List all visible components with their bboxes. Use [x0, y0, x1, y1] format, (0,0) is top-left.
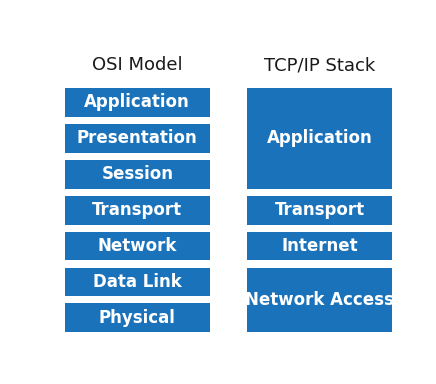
- FancyBboxPatch shape: [65, 160, 210, 189]
- Text: Physical: Physical: [99, 309, 176, 327]
- Text: Presentation: Presentation: [77, 129, 198, 147]
- FancyBboxPatch shape: [247, 88, 392, 189]
- Text: Application: Application: [85, 93, 190, 111]
- Text: Network Access: Network Access: [245, 291, 394, 309]
- FancyBboxPatch shape: [65, 124, 210, 153]
- Text: Session: Session: [101, 165, 173, 183]
- Text: Transport: Transport: [275, 201, 365, 219]
- FancyBboxPatch shape: [65, 303, 210, 332]
- Text: Internet: Internet: [282, 237, 358, 255]
- FancyBboxPatch shape: [247, 268, 392, 332]
- Text: Transport: Transport: [92, 201, 182, 219]
- FancyBboxPatch shape: [65, 268, 210, 296]
- Text: OSI Model: OSI Model: [92, 56, 183, 74]
- FancyBboxPatch shape: [65, 88, 210, 117]
- FancyBboxPatch shape: [65, 232, 210, 260]
- Text: Application: Application: [267, 129, 373, 147]
- Text: Data Link: Data Link: [93, 273, 182, 291]
- FancyBboxPatch shape: [247, 196, 392, 225]
- FancyBboxPatch shape: [65, 196, 210, 225]
- Text: TCP/IP Stack: TCP/IP Stack: [264, 56, 375, 74]
- FancyBboxPatch shape: [247, 232, 392, 260]
- Text: Network: Network: [98, 237, 177, 255]
